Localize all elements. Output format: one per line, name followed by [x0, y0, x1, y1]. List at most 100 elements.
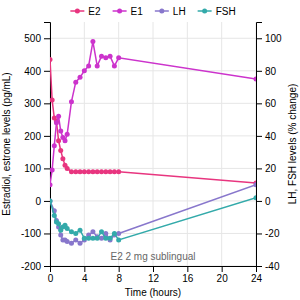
point [112, 231, 117, 236]
tick-label: 8 [116, 273, 122, 284]
point [58, 233, 63, 238]
tick-label: -200 [21, 261, 41, 272]
point [108, 54, 113, 59]
point [99, 236, 104, 241]
tick: -100 [21, 228, 50, 239]
point [50, 57, 53, 62]
legend-item: E1 [113, 6, 144, 17]
legend-label: E1 [131, 6, 144, 17]
point [99, 169, 104, 174]
tick: -200 [21, 261, 50, 272]
legend-item: E2 [70, 6, 101, 17]
y2-axis: -40-20020406080100 [256, 23, 282, 272]
legend-label: LH [173, 6, 186, 17]
point [65, 166, 70, 171]
tick: 0 [35, 196, 50, 207]
tick: 500 [24, 33, 50, 44]
point [73, 231, 78, 236]
tick-label: 20 [217, 273, 229, 284]
tick-mark [44, 201, 50, 202]
series-line [50, 198, 256, 240]
point [50, 198, 53, 203]
point [103, 169, 108, 174]
point [86, 63, 91, 68]
tick: 20 [256, 163, 277, 174]
point [108, 169, 113, 174]
legend-item: FSH [198, 6, 236, 17]
point [69, 241, 74, 246]
point [73, 169, 78, 174]
tick-mark [44, 103, 50, 104]
tick: -20 [256, 228, 280, 239]
point [78, 228, 83, 233]
point [90, 39, 95, 44]
point [254, 195, 257, 200]
series-line [50, 185, 256, 244]
tick: 8 [116, 266, 122, 284]
point [50, 182, 53, 187]
point [90, 236, 95, 241]
tick: 300 [24, 98, 50, 109]
tick-mark [256, 168, 262, 169]
tick-label: 40 [265, 131, 277, 142]
x-axis: 04812162024 [48, 266, 263, 284]
point [116, 237, 121, 242]
tick-mark [256, 136, 262, 137]
tick-mark [187, 266, 188, 272]
tick-label: 0 [48, 273, 54, 284]
tick-mark [84, 266, 85, 272]
tick-label: 24 [251, 273, 263, 284]
tick-mark [44, 168, 50, 169]
point [65, 226, 70, 231]
tick-label: 20 [265, 163, 277, 174]
point [90, 229, 95, 234]
tick-label: 400 [24, 66, 41, 77]
grid-line-x [221, 22, 222, 266]
point [58, 148, 63, 153]
point [99, 54, 104, 59]
tick-mark [256, 201, 262, 202]
point [52, 143, 57, 148]
tick-mark [153, 266, 154, 272]
tick-mark [256, 103, 262, 104]
legend: E2 E1 LH FSH [70, 6, 235, 17]
tick: 400 [24, 66, 50, 77]
grid-line-x [187, 22, 188, 266]
grid-line-y [50, 103, 256, 104]
tick: 4 [82, 266, 88, 284]
point [65, 132, 70, 137]
tick-label: 500 [24, 33, 41, 44]
point [73, 237, 78, 242]
point [95, 169, 100, 174]
point [69, 99, 74, 104]
y-axis: -200 -100 0 100 200 300 400 500 [21, 23, 51, 272]
point [103, 55, 108, 60]
tick-label: 100 [24, 163, 41, 174]
point [99, 229, 104, 234]
point [58, 128, 63, 133]
legend-marker [117, 9, 122, 14]
tick-mark [44, 266, 50, 267]
point [78, 241, 83, 246]
point [50, 98, 55, 103]
legend-item: LH [155, 6, 186, 17]
tick-label: 4 [82, 273, 88, 284]
x-axis-title: Time (hours) [125, 287, 181, 298]
tick-mark [44, 136, 50, 137]
tick-mark [256, 71, 262, 72]
point [82, 236, 87, 241]
point [82, 68, 87, 73]
tick-mark [256, 38, 262, 39]
grid-line-x [84, 22, 85, 266]
plot-area: 04812162024-200-1000100200300400500-40-2… [1, 6, 298, 299]
tick: 200 [24, 131, 50, 142]
point [112, 63, 117, 68]
tick-mark [222, 266, 223, 272]
grid-line-y [50, 38, 256, 39]
tick-label: 0 [35, 196, 41, 207]
tick-label: 16 [182, 273, 194, 284]
grid-line-y [50, 70, 256, 71]
tick-mark [44, 233, 50, 234]
point [108, 236, 113, 241]
grid-line-y [50, 168, 256, 169]
